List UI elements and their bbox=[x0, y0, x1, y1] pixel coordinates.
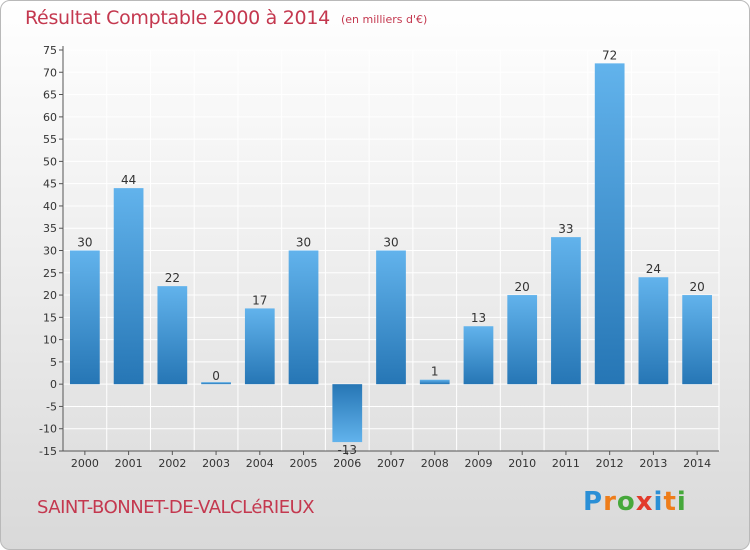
x-tick-label: 2003 bbox=[202, 457, 230, 470]
logo-letter: P bbox=[583, 487, 604, 517]
value-label: 13 bbox=[471, 311, 486, 325]
y-tick-label: 55 bbox=[43, 133, 57, 146]
bar-2005 bbox=[288, 250, 319, 385]
value-label: 30 bbox=[77, 236, 92, 250]
y-tick-label: 45 bbox=[43, 178, 57, 191]
y-tick-label: 0 bbox=[50, 378, 57, 391]
x-tick-label: 2008 bbox=[421, 457, 449, 470]
value-label: 44 bbox=[121, 173, 136, 187]
chart-title: Résultat Comptable 2000 à 2014 bbox=[25, 7, 330, 29]
bar-2014 bbox=[682, 295, 713, 385]
value-label: 22 bbox=[165, 271, 180, 285]
bar-2003 bbox=[201, 382, 231, 385]
x-tick-label: 2014 bbox=[683, 457, 711, 470]
y-tick-label: -5 bbox=[46, 400, 57, 413]
bar-2000 bbox=[69, 250, 100, 385]
y-tick-label: 10 bbox=[43, 334, 57, 347]
x-tick-label: 2002 bbox=[158, 457, 186, 470]
logo-letter: i bbox=[676, 487, 687, 517]
bar-2007 bbox=[376, 250, 406, 385]
logo-letter: r bbox=[603, 487, 617, 517]
bar-2008 bbox=[419, 379, 450, 385]
y-tick-label: 65 bbox=[43, 89, 57, 102]
x-tick-label: 2004 bbox=[246, 457, 274, 470]
x-tick-label: 2001 bbox=[115, 457, 143, 470]
value-label: 72 bbox=[602, 48, 617, 62]
value-label: 33 bbox=[558, 222, 573, 236]
bar-2002 bbox=[157, 286, 188, 385]
bar-2009 bbox=[463, 326, 494, 385]
x-tick-label: 2009 bbox=[464, 457, 492, 470]
logo-letter: x bbox=[635, 487, 654, 517]
bar-2004 bbox=[244, 308, 275, 385]
value-label: -13 bbox=[337, 443, 357, 457]
value-label: 24 bbox=[646, 262, 661, 276]
commune-name: SAINT-BONNET-DE-VALCLéRIEUX bbox=[37, 497, 315, 518]
value-label: 20 bbox=[515, 280, 530, 294]
y-tick-label: 50 bbox=[43, 155, 57, 168]
x-tick-label: 2010 bbox=[508, 457, 536, 470]
y-tick-label: 15 bbox=[43, 311, 57, 324]
value-labels: 30 44 22 0 17 30 -13 30 1 13 20 33 72 24 20 bbox=[77, 48, 705, 457]
axes: -15-10-505101520253035404550556065707520… bbox=[39, 44, 719, 470]
x-tick-label: 2012 bbox=[596, 457, 624, 470]
x-tick-label: 2011 bbox=[552, 457, 580, 470]
y-tick-label: 20 bbox=[43, 289, 57, 302]
y-tick-label: 40 bbox=[43, 200, 57, 213]
x-tick-label: 2000 bbox=[71, 457, 99, 470]
y-tick-label: -15 bbox=[39, 445, 57, 458]
x-tick-label: 2013 bbox=[639, 457, 667, 470]
y-tick-label: 35 bbox=[43, 222, 57, 235]
logo-letter: t bbox=[663, 487, 677, 517]
value-label: 0 bbox=[212, 369, 220, 383]
value-label: 20 bbox=[689, 280, 704, 294]
value-label: 17 bbox=[252, 293, 267, 307]
y-tick-label: 75 bbox=[43, 44, 57, 57]
x-tick-label: 2006 bbox=[333, 457, 361, 470]
value-label: 1 bbox=[431, 365, 439, 379]
y-tick-label: -10 bbox=[39, 423, 57, 436]
logo-letter: o bbox=[616, 487, 636, 517]
y-tick-label: 30 bbox=[43, 245, 57, 258]
bar-2011 bbox=[551, 237, 581, 385]
bar-2013 bbox=[638, 277, 669, 385]
y-tick-label: 5 bbox=[50, 356, 57, 369]
bar-2012 bbox=[594, 63, 625, 385]
y-tick-label: 60 bbox=[43, 111, 57, 124]
bars bbox=[69, 63, 713, 443]
bar-2001 bbox=[113, 188, 144, 385]
proxiti-logo[interactable]: Proxiti bbox=[583, 487, 687, 517]
value-label: 30 bbox=[296, 236, 311, 250]
x-tick-label: 2005 bbox=[290, 457, 318, 470]
value-label: 30 bbox=[383, 236, 398, 250]
chart-subtitle: (en milliers d'€) bbox=[341, 13, 428, 26]
y-tick-label: 70 bbox=[43, 66, 57, 79]
y-tick-label: 25 bbox=[43, 267, 57, 280]
logo-letter: i bbox=[653, 487, 664, 517]
x-tick-label: 2007 bbox=[377, 457, 405, 470]
bar-2010 bbox=[507, 295, 538, 385]
bar-2006 bbox=[332, 384, 363, 443]
